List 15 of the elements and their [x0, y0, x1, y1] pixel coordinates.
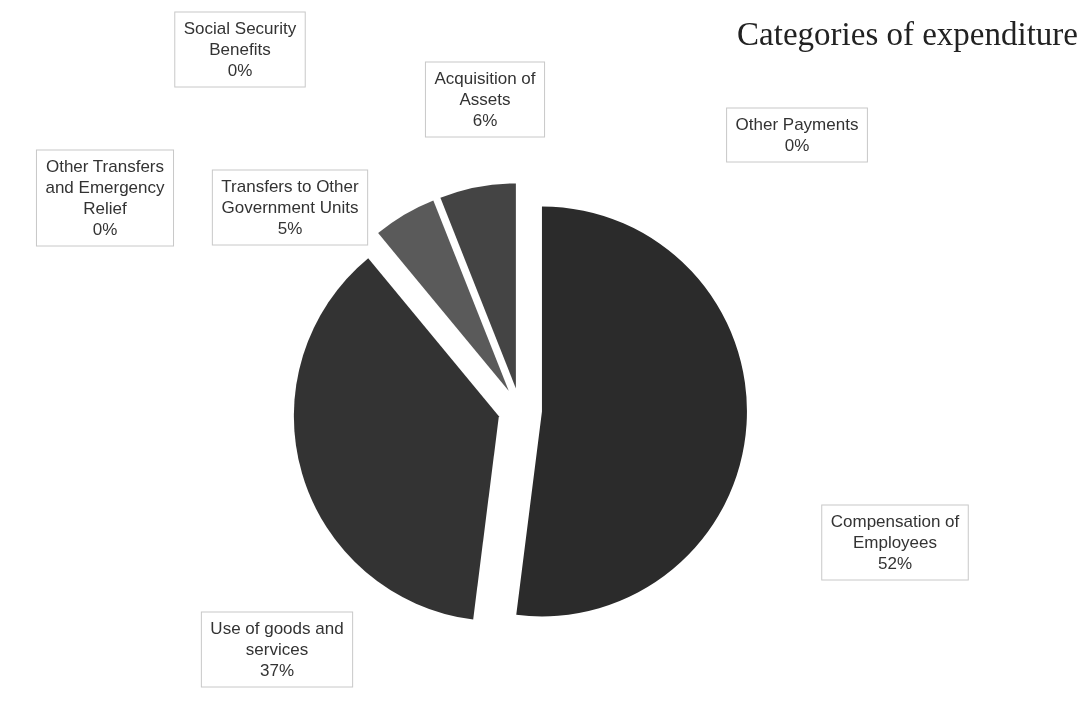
category-label: Other Transfers and Emergency Relief: [45, 157, 165, 218]
data-label: 52%: [877, 554, 913, 573]
slice-label: Compensation of Employees: [830, 512, 960, 552]
chart-title: Categories of expenditure: [737, 16, 1078, 52]
slice-label: Transfers to Other Government Units: [221, 177, 359, 217]
category-label: Social Security Benefits: [183, 19, 297, 59]
category-label: Other Payments: [735, 115, 859, 134]
data-label: 37%: [259, 661, 295, 680]
text: 0%: [227, 61, 253, 80]
data-label: 5%: [277, 219, 303, 238]
slice-label: Acquisition of Assets: [434, 69, 536, 109]
text: 0%: [92, 220, 118, 239]
data-label: 6%: [472, 111, 498, 130]
text: 0%: [784, 136, 810, 155]
slice-label: Use of goods and services: [210, 619, 344, 659]
